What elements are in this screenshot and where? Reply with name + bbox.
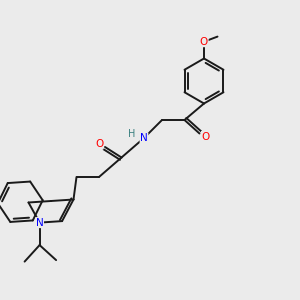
Text: N: N [140,133,148,143]
Text: N: N [36,218,43,228]
Text: O: O [95,139,103,149]
Text: H: H [128,129,135,140]
Text: O: O [201,131,210,142]
Text: O: O [200,37,208,47]
